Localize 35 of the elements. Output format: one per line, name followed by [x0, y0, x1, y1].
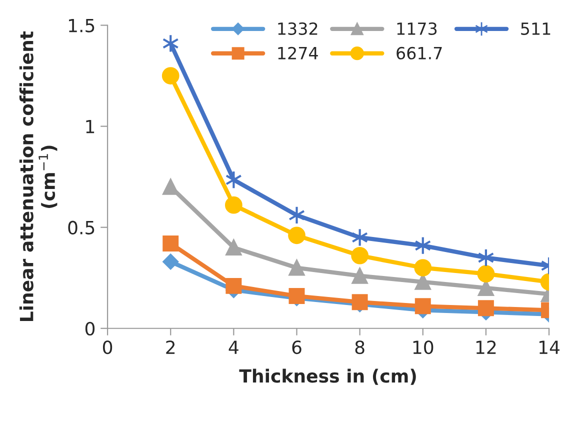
point	[288, 226, 306, 244]
y-axis-title: Linear attenuation cofficient (cm$^{−1}$)	[19, 31, 58, 322]
legend-label: 1173	[397, 22, 437, 35]
point	[351, 246, 368, 264]
x-tick-label: 4	[228, 340, 238, 354]
y-tick-label: 1	[86, 120, 94, 134]
point	[162, 67, 180, 84]
point	[226, 240, 242, 256]
x-tick-label: 8	[355, 340, 364, 354]
point	[224, 196, 242, 214]
point	[288, 206, 306, 225]
x-tick-label: 14	[540, 340, 560, 354]
point	[414, 236, 432, 255]
point	[477, 265, 495, 282]
x-tick-label: 0	[102, 340, 112, 354]
point	[414, 259, 432, 276]
point	[226, 278, 242, 294]
x-tick-label: 6	[292, 340, 302, 354]
point	[162, 236, 179, 252]
legend-label: 661.7	[396, 46, 442, 60]
point	[352, 268, 368, 284]
point	[414, 298, 431, 314]
point	[162, 178, 179, 195]
legend-label: 1332	[278, 22, 318, 35]
y-tick-label: 0	[85, 322, 95, 336]
y-tick-label: 1.5	[69, 18, 94, 32]
point	[478, 300, 494, 316]
x-axis-title: Thickness in (cm)	[239, 368, 416, 385]
x-tick-label: 2	[166, 340, 175, 354]
x-tick-label: 10	[413, 340, 434, 354]
y-tick-label: 0.5	[68, 220, 94, 234]
x-tick-label: 12	[476, 340, 496, 354]
legend-label: 511	[521, 22, 550, 35]
point	[288, 260, 305, 276]
legend-label: 1274	[278, 46, 318, 60]
